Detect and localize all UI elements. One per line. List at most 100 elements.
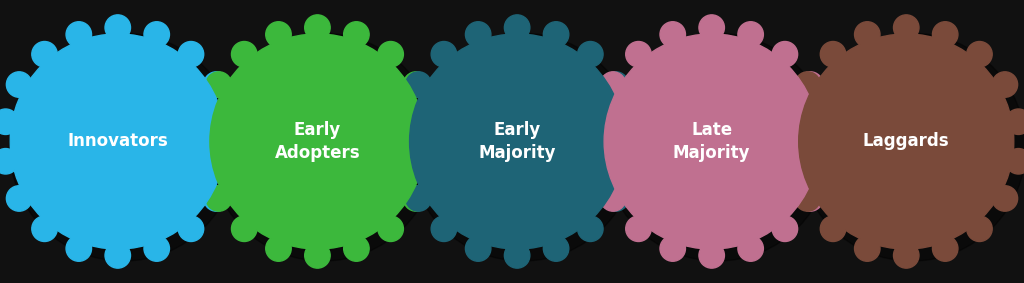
Circle shape (6, 72, 32, 97)
Circle shape (544, 22, 568, 47)
Circle shape (417, 149, 442, 174)
Circle shape (660, 22, 685, 47)
Circle shape (587, 149, 612, 174)
Circle shape (798, 72, 823, 97)
Circle shape (431, 42, 457, 67)
Circle shape (603, 72, 629, 97)
Circle shape (409, 33, 637, 261)
Circle shape (32, 42, 57, 67)
Circle shape (992, 72, 1018, 97)
Circle shape (798, 33, 1024, 261)
Circle shape (431, 216, 457, 241)
Circle shape (231, 42, 257, 67)
Circle shape (894, 15, 919, 40)
Circle shape (699, 15, 724, 40)
Circle shape (967, 216, 992, 241)
Polygon shape (796, 108, 822, 175)
Circle shape (344, 22, 369, 47)
Text: Innovators: Innovators (68, 132, 168, 151)
Circle shape (699, 243, 724, 268)
Circle shape (772, 42, 798, 67)
Circle shape (967, 42, 992, 67)
Circle shape (587, 109, 612, 134)
Circle shape (738, 236, 763, 261)
Circle shape (231, 216, 257, 241)
Circle shape (6, 186, 32, 211)
Circle shape (578, 216, 603, 241)
Circle shape (392, 109, 418, 134)
Circle shape (406, 186, 431, 211)
Circle shape (105, 243, 130, 268)
Circle shape (894, 243, 919, 268)
Circle shape (378, 42, 403, 67)
Circle shape (626, 216, 651, 241)
Circle shape (603, 33, 831, 261)
Circle shape (417, 109, 442, 134)
Circle shape (820, 216, 846, 241)
Circle shape (210, 34, 425, 249)
Circle shape (799, 34, 1014, 249)
Circle shape (403, 72, 429, 97)
Circle shape (0, 149, 18, 174)
Circle shape (406, 72, 431, 97)
Circle shape (781, 149, 807, 174)
Circle shape (32, 216, 57, 241)
Circle shape (781, 109, 807, 134)
Circle shape (544, 236, 568, 261)
Circle shape (378, 216, 403, 241)
Circle shape (178, 42, 204, 67)
Polygon shape (401, 108, 433, 175)
Circle shape (505, 243, 529, 268)
Circle shape (600, 186, 626, 211)
Text: Early
Majority: Early Majority (478, 121, 556, 162)
Circle shape (933, 236, 957, 261)
Circle shape (626, 42, 651, 67)
Circle shape (466, 236, 490, 261)
Circle shape (67, 236, 91, 261)
Circle shape (933, 22, 957, 47)
Circle shape (206, 72, 231, 97)
Circle shape (738, 22, 763, 47)
Text: Laggards: Laggards (863, 132, 949, 151)
Circle shape (144, 236, 169, 261)
Circle shape (811, 109, 837, 134)
Circle shape (9, 33, 238, 261)
Polygon shape (601, 108, 628, 175)
Circle shape (403, 186, 429, 211)
Circle shape (798, 186, 823, 211)
Circle shape (67, 22, 91, 47)
Circle shape (578, 42, 603, 67)
Circle shape (266, 22, 291, 47)
Circle shape (603, 186, 629, 211)
Circle shape (1006, 149, 1024, 174)
Circle shape (992, 186, 1018, 211)
Circle shape (204, 72, 229, 97)
Circle shape (604, 34, 819, 249)
Circle shape (209, 33, 437, 261)
Circle shape (105, 15, 130, 40)
Circle shape (392, 149, 418, 174)
Circle shape (193, 149, 218, 174)
Circle shape (600, 72, 626, 97)
Circle shape (820, 42, 846, 67)
Circle shape (206, 186, 231, 211)
Circle shape (616, 109, 642, 134)
Circle shape (811, 149, 837, 174)
Circle shape (1006, 109, 1024, 134)
Circle shape (217, 109, 243, 134)
Circle shape (217, 149, 243, 174)
Circle shape (855, 22, 880, 47)
Circle shape (0, 109, 18, 134)
Circle shape (305, 243, 330, 268)
Circle shape (344, 236, 369, 261)
Circle shape (178, 216, 204, 241)
Circle shape (410, 34, 625, 249)
Circle shape (795, 72, 820, 97)
Circle shape (266, 236, 291, 261)
Circle shape (505, 15, 529, 40)
Circle shape (204, 186, 229, 211)
Circle shape (616, 149, 642, 174)
Circle shape (795, 186, 820, 211)
Circle shape (660, 236, 685, 261)
Circle shape (855, 236, 880, 261)
